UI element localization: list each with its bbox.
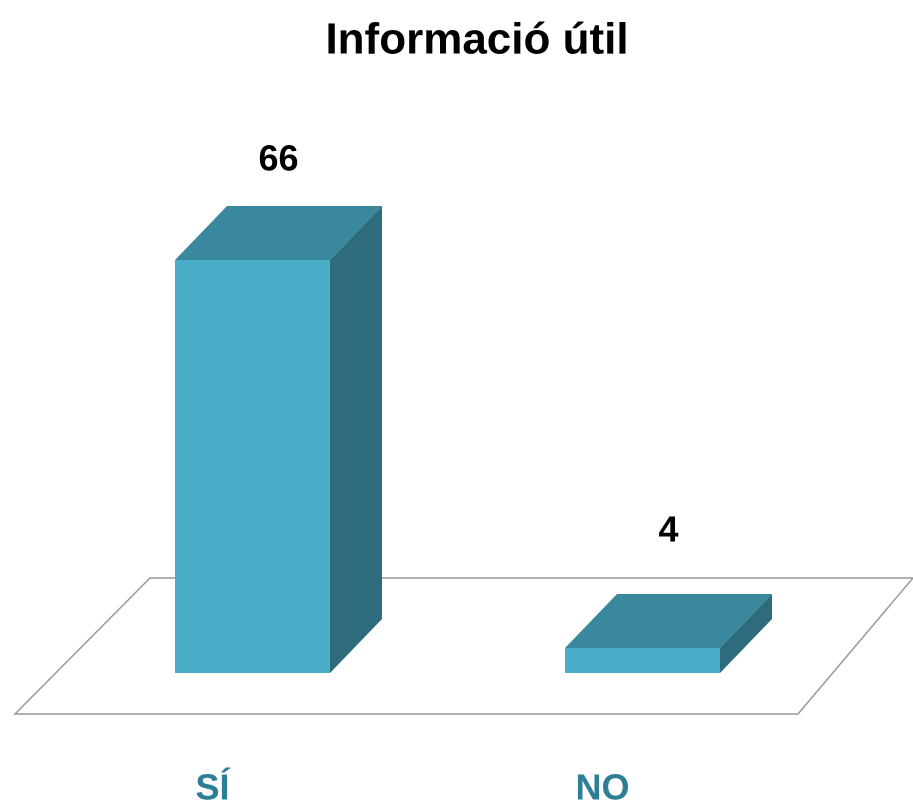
floor xyxy=(13,577,913,715)
bar-front xyxy=(565,647,720,673)
bar-top xyxy=(565,593,772,648)
bar-top xyxy=(175,206,382,260)
bar xyxy=(565,593,772,673)
value-label: 4 xyxy=(658,508,678,549)
bar xyxy=(175,206,382,673)
bar-front xyxy=(175,260,330,673)
chart-title: Informació útil xyxy=(325,15,628,64)
x-tick-label: SÍ xyxy=(195,767,230,808)
x-tick-label: NO xyxy=(576,767,630,808)
value-label: 66 xyxy=(258,138,298,179)
bar-side xyxy=(720,593,772,673)
bar-side xyxy=(330,206,382,673)
